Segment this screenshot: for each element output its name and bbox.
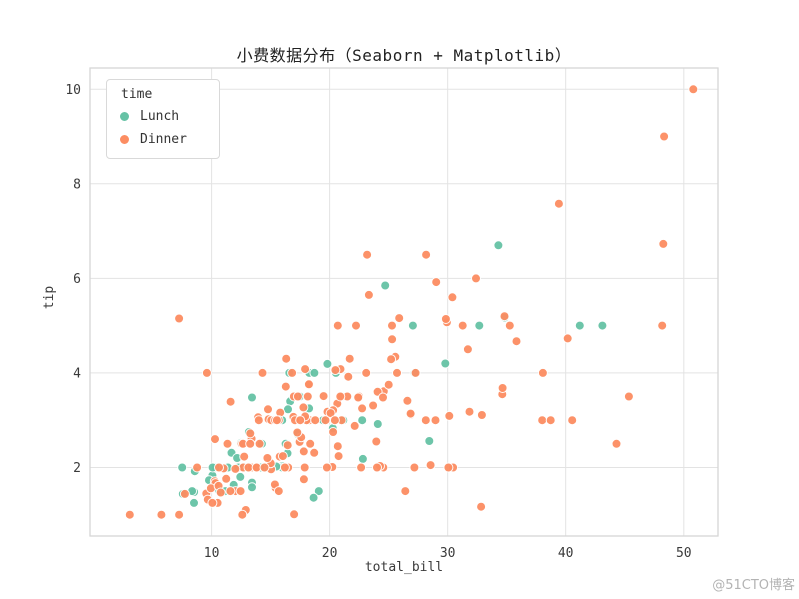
svg-text:40: 40	[558, 546, 574, 561]
svg-text:50: 50	[676, 546, 692, 561]
svg-text:6: 6	[73, 272, 81, 287]
legend-title: time	[121, 87, 153, 102]
watermark: @51CTO博客	[712, 578, 795, 593]
svg-text:2: 2	[73, 461, 81, 476]
legend: time Lunch Dinner	[106, 79, 220, 159]
y-axis-label: tip	[42, 285, 58, 310]
svg-text:20: 20	[322, 546, 338, 561]
svg-text:10: 10	[204, 546, 220, 561]
legend-item-dinner: Dinner	[107, 128, 219, 151]
lunch-marker-icon	[119, 111, 130, 122]
dinner-marker-icon	[119, 134, 130, 145]
svg-text:30: 30	[440, 546, 456, 561]
chart-title: 小费数据分布（Seaborn + Matplotlib）	[236, 46, 572, 65]
legend-label-dinner: Dinner	[140, 132, 187, 147]
svg-text:4: 4	[73, 366, 81, 381]
legend-label-lunch: Lunch	[140, 109, 180, 124]
svg-text:8: 8	[73, 177, 81, 192]
x-axis-label: total_bill	[364, 560, 444, 575]
legend-item-lunch: Lunch	[107, 105, 219, 128]
svg-text:10: 10	[65, 83, 81, 98]
